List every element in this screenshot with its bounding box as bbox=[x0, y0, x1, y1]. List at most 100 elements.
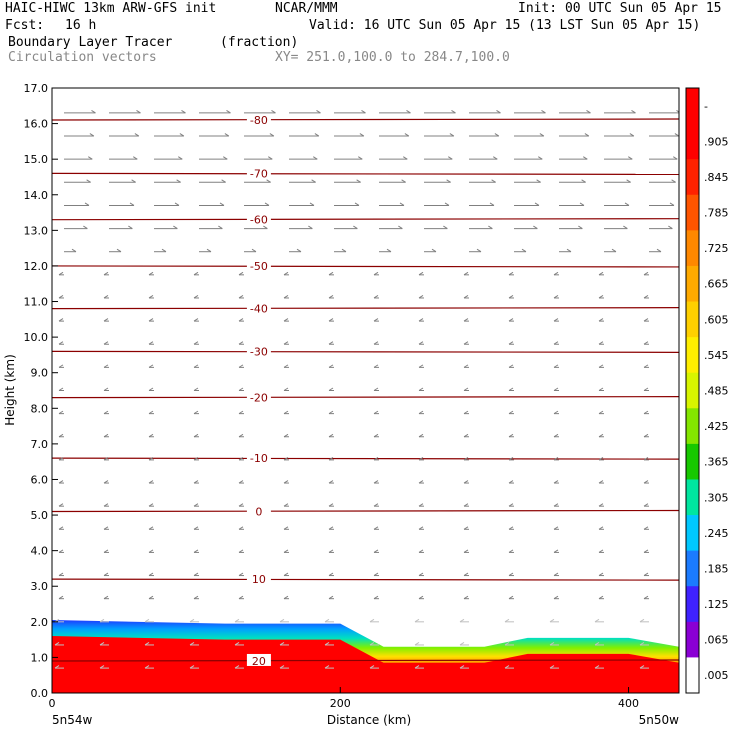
vector-arrowhead bbox=[328, 387, 334, 391]
contour-line bbox=[52, 659, 679, 662]
vector-arrowhead bbox=[148, 318, 154, 322]
vector-arrowhead bbox=[373, 410, 379, 415]
vector-arrowhead bbox=[238, 271, 244, 276]
vector-arrowhead bbox=[476, 248, 482, 253]
vector-arrowhead bbox=[508, 480, 514, 484]
vector-arrowhead bbox=[354, 202, 360, 206]
vector-arrowhead bbox=[58, 318, 64, 322]
colorbar-swatch bbox=[686, 265, 699, 303]
vector-arrowhead bbox=[579, 202, 585, 206]
vector-arrowhead bbox=[443, 225, 448, 229]
contour-label-bg bbox=[246, 301, 271, 314]
vector-arrowhead bbox=[54, 665, 60, 669]
contour-label-bg bbox=[246, 653, 271, 666]
vector-arrowhead bbox=[639, 665, 645, 669]
vector-arrowhead bbox=[328, 526, 334, 530]
vector-arrowhead bbox=[116, 248, 122, 253]
vector-arrowhead bbox=[553, 480, 559, 484]
colorbar-swatch bbox=[686, 88, 699, 125]
vector-arrowhead bbox=[221, 179, 226, 183]
vector-arrowhead bbox=[279, 618, 285, 623]
vector-arrowhead bbox=[418, 318, 424, 322]
vector-arrowhead bbox=[238, 387, 244, 391]
vector-arrowhead bbox=[283, 572, 289, 576]
vector-arrowhead bbox=[193, 480, 199, 484]
vector-arrowhead bbox=[264, 202, 270, 206]
vector-arrowhead bbox=[148, 503, 154, 507]
vector-arrowhead bbox=[103, 295, 109, 299]
vector-arrowhead bbox=[144, 665, 150, 669]
vector-arrowhead bbox=[361, 109, 366, 114]
vector-arrowhead bbox=[598, 433, 604, 438]
vector-arrowhead bbox=[508, 433, 514, 438]
vector-arrowhead bbox=[643, 364, 649, 368]
vector-arrowhead bbox=[598, 503, 604, 507]
vector-arrowhead bbox=[369, 642, 375, 646]
vector-arrowhead bbox=[283, 595, 289, 600]
y-tick-label: 6.0 bbox=[31, 473, 49, 486]
y-axis: 0.0 1.0 2.0 3.0 4.0 5.0 6.0 7.0 8.0 9.0 10.0 11.0 12… bbox=[24, 82, 58, 700]
vector-arrowhead bbox=[594, 665, 600, 669]
vector-arrowhead bbox=[193, 549, 199, 553]
vector-arrowhead bbox=[71, 248, 77, 253]
vector-arrowhead bbox=[279, 665, 285, 669]
vector-arrowhead bbox=[553, 503, 559, 507]
vector-arrowhead bbox=[311, 179, 316, 183]
vector-arrowhead bbox=[598, 271, 604, 276]
vector-arrowhead bbox=[508, 503, 514, 507]
vector-arrowhead bbox=[58, 572, 64, 576]
vector-arrowhead bbox=[283, 341, 289, 345]
vector-arrowhead bbox=[224, 133, 230, 137]
fcst-label: Fcst: bbox=[5, 18, 45, 33]
vector-arrowhead bbox=[553, 526, 559, 530]
vector-arrowhead bbox=[598, 480, 604, 484]
vector-arrowhead bbox=[84, 202, 90, 206]
vector-arrowhead bbox=[103, 410, 109, 415]
vector-arrowhead bbox=[58, 387, 64, 391]
vector-arrowhead bbox=[508, 295, 514, 299]
vector-arrowhead bbox=[283, 503, 289, 507]
contour-label-bg bbox=[246, 258, 271, 271]
y-tick-label: 1.0 bbox=[31, 651, 49, 664]
vector-arrowhead bbox=[148, 480, 154, 484]
vector-arrowhead bbox=[611, 248, 617, 253]
vector-arrowhead bbox=[459, 665, 465, 669]
y-tick-label: 3.0 bbox=[31, 580, 49, 593]
vector-arrowhead bbox=[553, 295, 559, 299]
vector-arrowhead bbox=[176, 179, 181, 183]
vector-arrowhead bbox=[418, 271, 424, 276]
vector-arrowhead bbox=[418, 595, 424, 600]
vector-arrowhead bbox=[553, 410, 559, 415]
vector-arrowhead bbox=[328, 341, 334, 345]
vector-arrowhead bbox=[238, 364, 244, 368]
vector-arrowhead bbox=[496, 109, 501, 114]
vector-arrowhead bbox=[446, 179, 451, 183]
vector-arrowhead bbox=[193, 433, 199, 438]
vector-arrowhead bbox=[328, 364, 334, 368]
vector-arrowhead bbox=[598, 387, 604, 391]
vector-arrowhead bbox=[671, 179, 676, 183]
vector-arrowhead bbox=[373, 271, 379, 276]
valid-time: Valid: 16 UTC Sun 05 Apr 15 (13 LST Sun … bbox=[309, 18, 701, 33]
vector-arrowhead bbox=[356, 179, 361, 183]
vector-arrowhead bbox=[181, 109, 186, 114]
vector-arrowhead bbox=[463, 271, 469, 276]
vector-arrowhead bbox=[328, 480, 334, 484]
vector-arrowhead bbox=[674, 133, 679, 137]
vector-arrowhead bbox=[238, 503, 244, 507]
vector-arrowhead bbox=[263, 225, 268, 229]
vector-arrowhead bbox=[373, 549, 379, 553]
vector-arrowhead bbox=[58, 341, 64, 345]
vector-arrowhead bbox=[643, 456, 649, 461]
vector-arrowhead bbox=[128, 225, 133, 229]
colorbar-swatch bbox=[686, 123, 699, 160]
contour-label-bg bbox=[246, 504, 271, 517]
vector-arrowhead bbox=[598, 295, 604, 299]
vector-arrowhead bbox=[238, 595, 244, 600]
y-tick-label: 12.0 bbox=[24, 260, 49, 273]
vector-arrowhead bbox=[58, 526, 64, 530]
vectors-label: Circulation vectors bbox=[8, 50, 157, 65]
vector-arrowhead bbox=[148, 433, 154, 438]
colorbar-label: - bbox=[704, 100, 708, 113]
